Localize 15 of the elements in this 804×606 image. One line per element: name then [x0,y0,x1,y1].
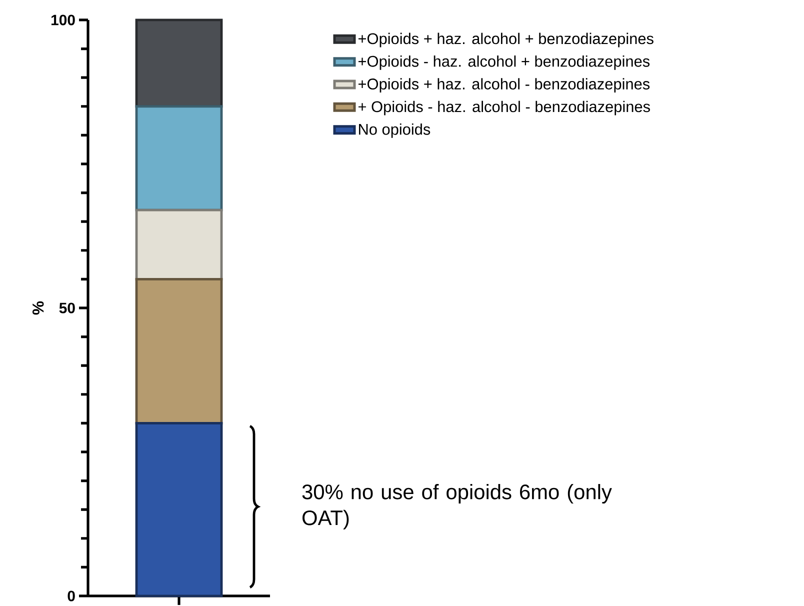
legend-label: +Opioids - haz. alcohol + benzodiazepines [358,55,650,70]
bar [135,208,223,280]
legend-label: + Opioids - haz. alcohol - benzodiazepines [358,100,650,116]
y-axis-title: % [32,301,44,315]
bar [135,18,223,108]
y-tick-label: 100 [51,14,75,26]
bar [135,105,223,212]
y-tick-label: 0 [68,590,75,602]
y-tick-label: 50 [59,302,75,314]
legend-label: No opioids [359,123,430,138]
legend-label: +Opioids + haz. alcohol + benzodiazepines [358,32,654,48]
legend-label: +Opioids + haz. alcohol - benzodiazepines [358,78,650,93]
bar [135,422,223,598]
bar [135,278,223,424]
text: 30% no use of opioids 6mo (only OAT) [302,484,612,530]
